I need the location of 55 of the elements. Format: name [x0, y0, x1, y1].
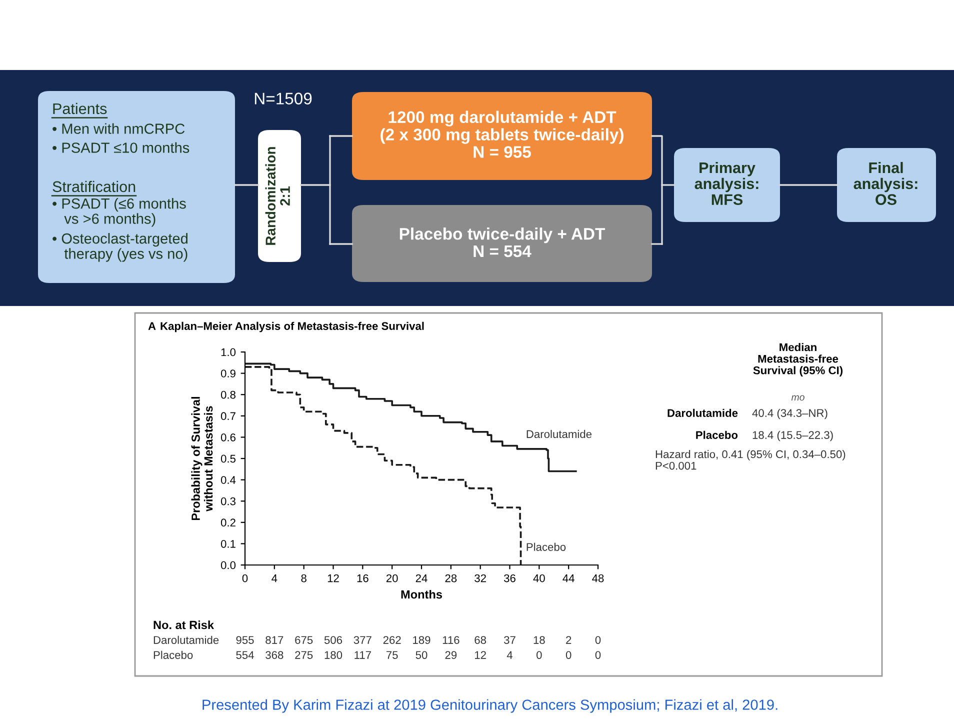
text: Darolutamide — [154, 636, 219, 644]
text: 1200 mg darolutamide + ADT (2 x 300 mg tablets twice-daily) N = 955 — [380, 110, 624, 158]
x-tick-label: 24 — [416, 574, 428, 582]
x-tick-label: 12 — [328, 574, 339, 582]
text: Hazard ratio, 0.41 (95% CI, 0.34–0.50) P<0.001 — [656, 450, 846, 470]
text: • Men with nmCRPC — [52, 123, 185, 134]
text: • PSADT (≤6 months vs >6 months) — [52, 198, 186, 227]
text: Median Metastasis-free Survival (95% CI) — [753, 343, 843, 376]
y-tick-label: 0.5 — [220, 454, 236, 463]
text: Placebo — [154, 650, 193, 659]
x-axis-title: Months — [401, 590, 442, 599]
x-tick-label: 44 — [562, 574, 574, 582]
y-tick-label: 0.9 — [220, 370, 236, 378]
y-tick-label: 0.1 — [220, 540, 236, 548]
text: mo — [791, 395, 804, 401]
text: N=1509 — [254, 92, 312, 104]
y-tick-label: 0.8 — [220, 390, 236, 399]
y-tick-label: 0.4 — [220, 476, 236, 484]
x-tick-label: 16 — [357, 574, 368, 582]
y-tick-label: 0.2 — [220, 518, 236, 527]
series-label: Darolutamide — [526, 430, 592, 438]
text: A — [148, 322, 156, 330]
y-axis-title: Probability of Survival without Metastasis — [191, 397, 213, 520]
x-tick-label: 32 — [474, 574, 486, 582]
x-tick-label: 8 — [301, 574, 306, 582]
y-tick-label: 0.3 — [220, 497, 236, 506]
chart-title: Kaplan–Meier Analysis of Metastasis-free Survival — [160, 322, 424, 332]
text: Patients — [53, 102, 107, 114]
x-tick-label: 20 — [386, 574, 398, 582]
text: Placebo — [696, 430, 738, 439]
text: Randomization 2:1 — [265, 147, 290, 245]
series-label: Placebo — [526, 542, 566, 551]
y-tick-label: 0.7 — [220, 412, 236, 420]
x-tick-label: 0 — [242, 574, 248, 582]
x-tick-label: 28 — [445, 574, 457, 582]
text: No. at Risk — [154, 620, 214, 630]
text: • PSADT ≤10 months — [52, 142, 190, 153]
text: Placebo twice-daily + ADT N = 554 — [400, 228, 606, 258]
x-tick-label: 36 — [504, 574, 516, 582]
x-tick-label: 4 — [272, 574, 278, 582]
y-tick-label: 1.0 — [221, 348, 236, 356]
text: • Osteoclast-targeted therapy (yes vs no) — [52, 233, 188, 262]
text: Stratification — [52, 180, 136, 192]
text: 18.4 (15.5–22.3) — [752, 430, 833, 442]
y-tick-label: 0.0 — [220, 561, 236, 570]
x-tick-label: 48 — [592, 574, 604, 582]
text: Primary analysis: MFS — [694, 162, 758, 206]
text: 554 368 275 180 117 75 50 29 12 4 0 0 0 — [236, 651, 601, 659]
text: Darolutamide — [668, 408, 738, 417]
text: 40.4 (34.3–NR) — [752, 408, 828, 420]
x-tick-label: 40 — [533, 574, 545, 582]
text: 955 817 675 506 377 262 189 116 68 37 18 2 0 — [236, 636, 601, 644]
text: Presented By Karim Fizazi at 2019 Genitourinary Cancers Symposium; Fizazi et al, 2019. — [202, 699, 778, 713]
y-tick-label: 0.6 — [220, 433, 236, 442]
text: Final analysis: OS — [854, 162, 918, 206]
